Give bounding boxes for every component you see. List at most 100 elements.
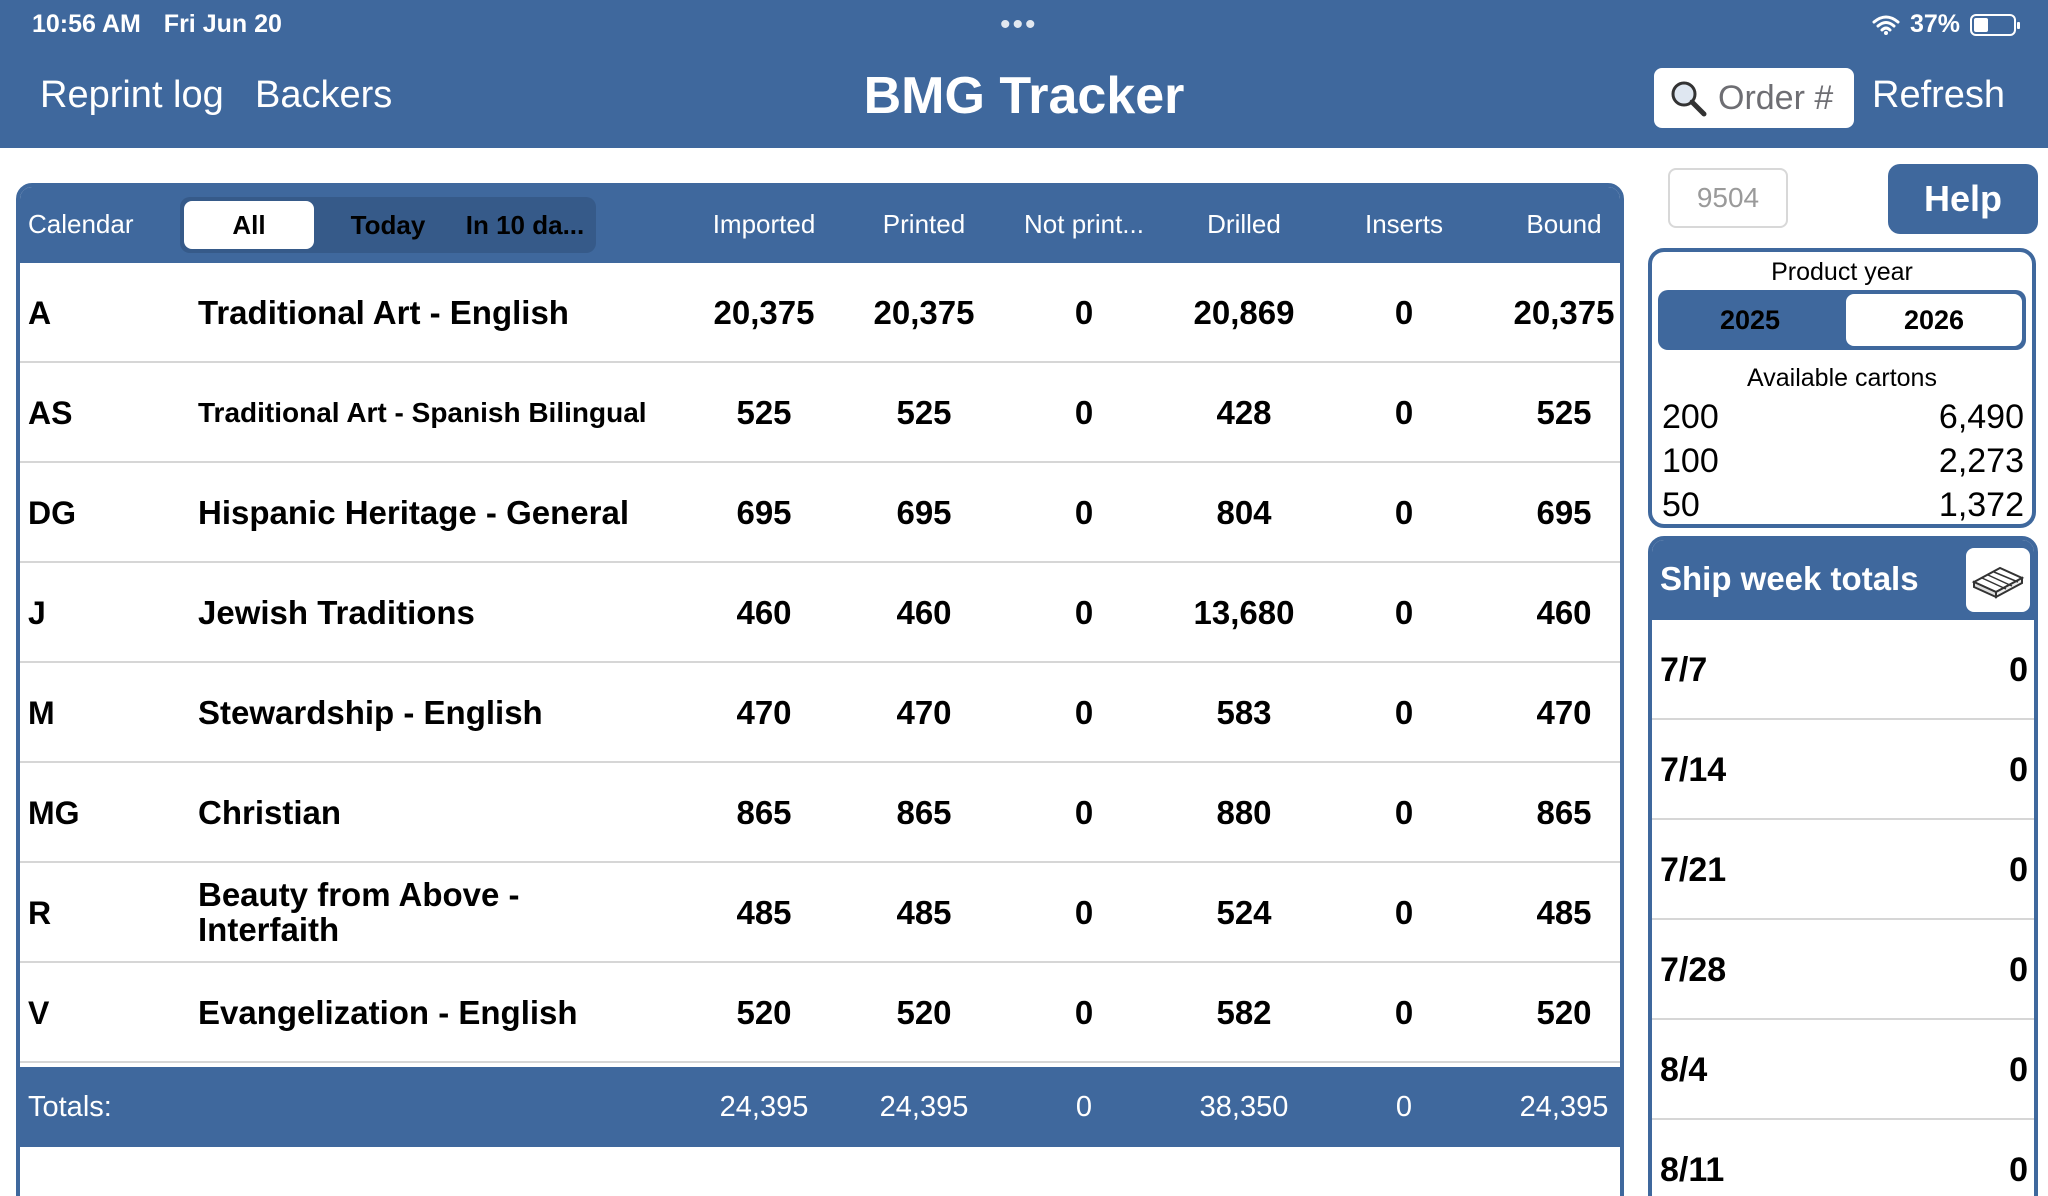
- status-bar-left: 10:56 AM Fri Jun 20: [32, 10, 298, 39]
- row-not-printed: 0: [1074, 494, 1094, 531]
- ship-week-row[interactable]: 7/21 0: [1652, 820, 2034, 920]
- row-imported: 460: [736, 594, 792, 631]
- row-bound: 485: [1536, 894, 1592, 931]
- ship-week-row[interactable]: 7/7 0: [1652, 620, 2034, 720]
- col-drilled[interactable]: Drilled: [1207, 209, 1281, 239]
- product-year-segmented-control: 2025 2026: [1658, 290, 2026, 350]
- table-row[interactable]: M Stewardship - English 470 470 0 583 0 470: [20, 663, 1620, 763]
- col-not-printed[interactable]: Not print...: [1024, 209, 1144, 239]
- row-inserts: 0: [1394, 694, 1414, 731]
- row-printed: 20,375: [873, 294, 975, 331]
- reprint-log-link[interactable]: Reprint log: [40, 74, 224, 116]
- row-inserts: 0: [1394, 294, 1414, 331]
- row-drilled: 20,869: [1193, 294, 1295, 331]
- total-printed: 24,395: [879, 1091, 969, 1123]
- row-code: DG: [28, 495, 76, 531]
- ship-week-total: 0: [2009, 851, 2028, 889]
- wifi-icon: [1872, 15, 1900, 35]
- year-2025-option[interactable]: 2025: [1719, 305, 1781, 335]
- table-row[interactable]: DG Hispanic Heritage - General 695 695 0 804 0…: [20, 463, 1620, 563]
- row-drilled: 804: [1216, 494, 1272, 531]
- row-product-name: Christian: [198, 793, 342, 831]
- row-code: M: [28, 695, 55, 731]
- year-number-field[interactable]: 9504: [1668, 168, 1788, 228]
- table-row[interactable]: AS Traditional Art - Spanish Bilingual 525…: [20, 363, 1620, 463]
- row-imported: 20,375: [713, 294, 815, 331]
- row-drilled: 428: [1216, 394, 1272, 431]
- col-inserts[interactable]: Inserts: [1364, 209, 1444, 239]
- multitasking-dots-icon[interactable]: •••: [1000, 8, 1038, 41]
- row-code: AS: [28, 395, 73, 431]
- row-imported: 525: [736, 394, 792, 431]
- help-button[interactable]: Help: [1888, 164, 2038, 234]
- row-inserts: 0: [1394, 794, 1414, 831]
- row-drilled: 524: [1216, 894, 1272, 931]
- magnifying-glass-icon: [1671, 81, 1707, 117]
- total-not-printed: 0: [1075, 1091, 1093, 1123]
- status-date: Fri Jun 20: [163, 10, 282, 38]
- battery-icon: [1970, 13, 2020, 36]
- status-time: 10:56 AM: [32, 10, 141, 38]
- row-bound: 470: [1536, 694, 1592, 731]
- backers-link[interactable]: Backers: [255, 74, 393, 116]
- row-code: J: [28, 595, 46, 631]
- row-not-printed: 0: [1074, 394, 1094, 431]
- row-code: V: [28, 995, 50, 1031]
- ship-week-row[interactable]: 7/14 0: [1652, 720, 2034, 820]
- ship-week-total: 0: [2009, 1051, 2028, 1089]
- row-inserts: 0: [1394, 894, 1414, 931]
- table-header: Calendar All Today In 10 da... Imported …: [20, 187, 1620, 263]
- ship-week-row[interactable]: 8/4 0: [1652, 1020, 2034, 1120]
- col-bound[interactable]: Bound: [1526, 209, 1602, 239]
- totals-row: Totals: 24,395 24,395 0 38,350 0 24,395: [20, 1067, 1620, 1147]
- ship-week-total: 0: [2009, 751, 2028, 789]
- row-not-printed: 0: [1074, 594, 1094, 631]
- row-printed: 520: [896, 994, 952, 1031]
- row-bound: 520: [1536, 994, 1592, 1031]
- row-not-printed: 0: [1074, 794, 1094, 831]
- table-row[interactable]: V Evangelization - English 520 520 0 582 0 520: [20, 963, 1620, 1063]
- total-drilled: 38,350: [1199, 1091, 1289, 1123]
- ship-week-header: Ship week totals: [1652, 540, 2034, 620]
- product-year-card: Product year 2025 2026 Available cartons…: [1648, 248, 2036, 528]
- row-inserts: 0: [1394, 394, 1414, 431]
- pallet-icon[interactable]: [1966, 548, 2030, 612]
- row-printed: 695: [896, 494, 952, 531]
- table-row[interactable]: J Jewish Traditions 460 460 0 13,680 0 460: [20, 563, 1620, 663]
- carton-row: 50 1,372: [1662, 486, 2024, 530]
- calendar-label: Calendar: [28, 209, 134, 239]
- filter-today[interactable]: Today: [350, 210, 426, 240]
- row-product-name: Jewish Traditions: [198, 593, 475, 631]
- ship-week-row[interactable]: 7/28 0: [1652, 920, 2034, 1020]
- year-2026-option[interactable]: 2026: [1846, 294, 2022, 346]
- refresh-button[interactable]: Refresh: [1872, 74, 2006, 116]
- row-bound: 525: [1536, 394, 1592, 431]
- row-code: MG: [28, 795, 80, 831]
- product-table: Calendar All Today In 10 da... Imported …: [16, 183, 1624, 1196]
- row-bound: 20,375: [1513, 294, 1615, 331]
- table-row[interactable]: R Beauty from Above - Interfaith 485 485 0 52…: [20, 863, 1620, 963]
- col-printed[interactable]: Printed: [882, 209, 966, 239]
- row-inserts: 0: [1394, 494, 1414, 531]
- row-product-name: Traditional Art - Spanish Bilingual: [198, 397, 647, 429]
- order-search-field[interactable]: Order #: [1654, 68, 1854, 128]
- carton-size: 200: [1662, 398, 1719, 436]
- row-not-printed: 0: [1074, 894, 1094, 931]
- row-product-name: Beauty from Above - Interfaith: [198, 876, 520, 948]
- table-row[interactable]: A Traditional Art - English 20,375 20,375 0 2…: [20, 263, 1620, 363]
- filter-in-10-days[interactable]: In 10 da...: [465, 210, 585, 240]
- table-row[interactable]: MG Christian 865 865 0 880 0 865: [20, 763, 1620, 863]
- row-printed: 865: [896, 794, 952, 831]
- col-imported[interactable]: Imported: [712, 209, 816, 239]
- filter-all[interactable]: All: [184, 201, 314, 249]
- carton-size: 100: [1662, 442, 1719, 480]
- row-not-printed: 0: [1074, 694, 1094, 731]
- ship-week-date: 7/7: [1660, 651, 1708, 689]
- carton-row: 100 2,273: [1662, 442, 2024, 486]
- row-imported: 470: [736, 694, 792, 731]
- row-printed: 485: [896, 894, 952, 931]
- ship-week-row[interactable]: 8/11 0: [1652, 1120, 2034, 1196]
- ship-week-date: 7/28: [1660, 951, 1727, 989]
- battery-percent: 37%: [1909, 10, 1960, 38]
- ship-week-totals-card: Ship week totals 7/7 0 7/14 0 7/21 0 7/28 0 8/4 0…: [1648, 536, 2038, 1196]
